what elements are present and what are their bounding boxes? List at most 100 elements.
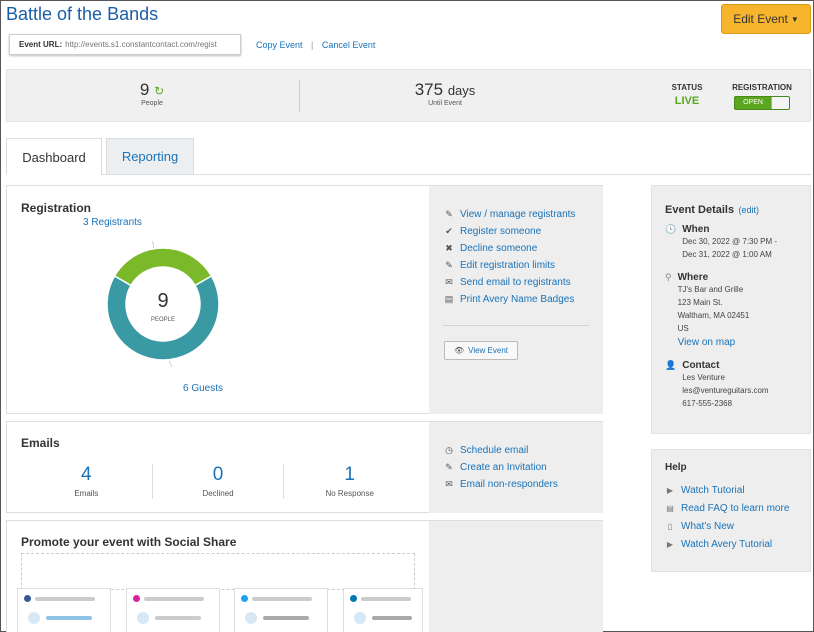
help-panel: Help ▶ Watch Tutorial ▤ Read FAQ to learn m… (651, 449, 811, 572)
registration-action-item[interactable]: ✔ Register someone (444, 226, 575, 237)
edit-details-link[interactable]: (edit) (738, 205, 760, 215)
x-circle-icon: ✖ (445, 243, 453, 253)
status-label: STATUS (671, 83, 703, 92)
view-on-map-link[interactable]: View on map (677, 337, 736, 348)
guests-segment[interactable] (106, 274, 220, 361)
contact-line: les@ventureguitars.com (682, 386, 769, 395)
email-stat-value: 4 (81, 464, 92, 485)
address-line: 123 Main St. (677, 298, 723, 307)
linkedin-preview-card[interactable] (342, 588, 423, 632)
people-stat: 9 ↻ People (7, 80, 297, 107)
stat-divider (151, 464, 153, 499)
facebook-icon (24, 595, 31, 602)
link-separator: | (311, 40, 314, 50)
email-action-item[interactable]: ✎ Create an Invitation (444, 462, 558, 473)
toggle-handle (771, 97, 789, 109)
registration-action-label: Decline someone (460, 243, 538, 254)
where-label: Where (677, 272, 709, 283)
registration-card: Registration 3 Registrants 6 Guests 9 PE… (6, 185, 603, 414)
registration-action-item[interactable]: ✖ Decline someone (444, 243, 575, 254)
tab-divider (102, 174, 811, 175)
social-side-panel (429, 521, 603, 632)
page-icon: ▯ (667, 522, 673, 531)
registrants-segment[interactable] (113, 247, 213, 287)
contact-section: 👤 Contact Les Venture les@ventureguitars… (665, 360, 769, 410)
twitter-icon (241, 595, 249, 602)
instagram-preview-card[interactable] (125, 588, 220, 632)
help-link-item[interactable]: ▶ Watch Avery Tutorial (665, 539, 789, 550)
page-title: Battle of the Bands (6, 4, 159, 24)
registration-action-item[interactable]: ▤ Print Avery Name Badges (444, 294, 575, 305)
registration-toggle[interactable]: OPEN (734, 96, 790, 110)
help-link-item[interactable]: ▶ Watch Tutorial (665, 485, 789, 496)
pencil-icon: ✎ (445, 260, 453, 270)
tab-dashboard[interactable]: Dashboard (6, 138, 102, 175)
twitter-preview-card[interactable] (234, 588, 329, 632)
linkedin-icon (349, 595, 357, 602)
view-event-button[interactable]: 👁 View Event (444, 341, 518, 360)
address-line: US (677, 324, 689, 333)
status-value: LIVE (674, 95, 700, 107)
cancel-event-link[interactable]: Cancel Event (321, 40, 376, 50)
check-circle-icon: ✔ (445, 226, 453, 236)
email-stats: 4 Emails 0 Declined 1 No Response (21, 464, 415, 499)
event-url-field[interactable]: Event URL: http://events.s1.constantcont… (9, 34, 241, 55)
help-link-label: What's New (681, 521, 735, 532)
edit-event-label: Edit Event (733, 12, 788, 26)
email-stat-sent[interactable]: 4 Emails (21, 464, 152, 499)
email-action-item[interactable]: ✉ Email non-responders (444, 479, 558, 490)
edit-event-button[interactable]: Edit Event ▼ (721, 4, 811, 34)
tab-reporting[interactable]: Reporting (106, 138, 194, 174)
refresh-icon[interactable]: ↻ (154, 84, 165, 98)
stat-divider (283, 464, 285, 499)
copy-event-link[interactable]: Copy Event (256, 40, 303, 50)
person-icon: 👤 (665, 360, 677, 370)
days-count: 375 (414, 80, 444, 99)
registration-action-item[interactable]: ✎ View / manage registrants (444, 209, 575, 220)
donut-center-value: 9 (157, 290, 169, 312)
guests-label[interactable]: 6 Guests (183, 383, 224, 394)
help-link-item[interactable]: ▤ Read FAQ to learn more (665, 503, 789, 514)
registration-toggle-label: OPEN (743, 99, 763, 106)
when-line: Dec 31, 2022 @ 1:00 AM (682, 250, 772, 259)
help-link-label: Watch Avery Tutorial (681, 539, 773, 550)
registration-block: REGISTRATION OPEN (729, 83, 795, 110)
address-line: TJ's Bar and Grille (677, 285, 744, 294)
contact-line: Les Venture (682, 373, 725, 382)
email-action-item[interactable]: ◷ Schedule email (444, 445, 558, 456)
pencil-icon: ✎ (445, 209, 453, 219)
people-label: People (141, 100, 163, 107)
email-action-label: Schedule email (460, 445, 529, 456)
days-stat: 375 days Until Event (300, 80, 590, 107)
email-stat-no-response[interactable]: 1 No Response (284, 464, 415, 499)
emails-card: Emails 4 Emails 0 Declined 1 No Response… (6, 421, 603, 513)
help-link-label: Watch Tutorial (681, 485, 745, 496)
registration-action-label: Register someone (460, 226, 542, 237)
clock-icon: 🕓 (665, 224, 677, 234)
social-preview-cards (17, 588, 423, 632)
guests-leader-line (168, 360, 173, 367)
help-link-label: Read FAQ to learn more (681, 503, 790, 514)
contact-label: Contact (682, 360, 720, 371)
registration-action-label: Send email to registrants (460, 277, 571, 288)
registration-action-item[interactable]: ✎ Edit registration limits (444, 260, 575, 271)
social-share-dropzone[interactable] (21, 553, 415, 590)
view-event-label: View Event (468, 346, 509, 355)
help-link-item[interactable]: ▯ What's New (665, 521, 789, 532)
when-line: Dec 30, 2022 @ 7:30 PM - (682, 237, 778, 246)
registrants-label[interactable]: 3 Registrants (83, 217, 142, 228)
caret-down-icon: ▼ (790, 14, 799, 24)
registration-label: REGISTRATION (732, 83, 792, 92)
email-stat-label: Declined (202, 489, 234, 498)
facebook-preview-card[interactable] (17, 588, 111, 632)
clock-icon: ◷ (445, 445, 453, 455)
days-unit: days (447, 83, 476, 98)
social-share-card: Promote your event with Social Share (6, 520, 603, 632)
registration-action-item[interactable]: ✉ Send email to registrants (444, 277, 575, 288)
email-stat-declined[interactable]: 0 Declined (153, 464, 284, 499)
emails-title: Emails (21, 436, 60, 450)
registration-actions-panel: ✎ View / manage registrants ✔ Register some… (429, 186, 603, 414)
instagram-icon (132, 595, 140, 602)
event-details-panel: Event Details (edit) 🕓 When Dec 30, 2022… (651, 185, 811, 434)
email-action-label: Email non-responders (460, 479, 558, 490)
